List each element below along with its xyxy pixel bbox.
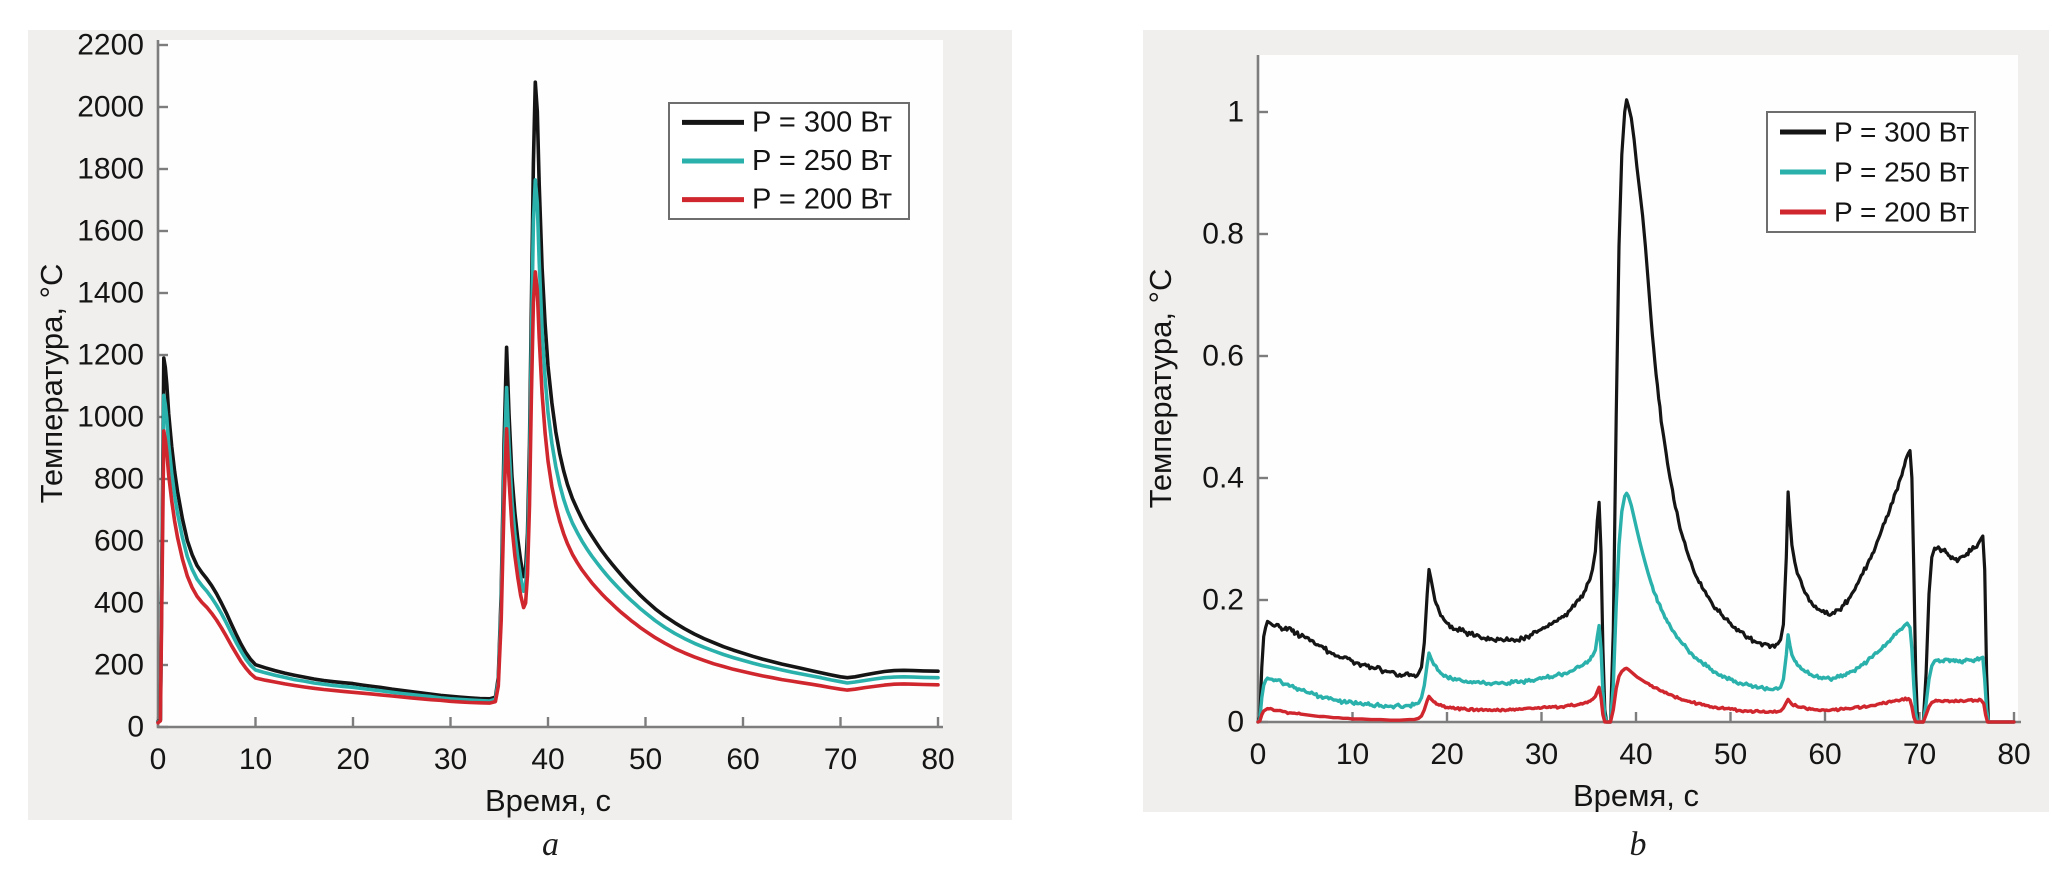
y-tick-label: 1600 — [77, 215, 144, 248]
series-line-250w — [1256, 491, 2016, 724]
y-tick-label: 400 — [94, 587, 144, 620]
y-tick-label: 800 — [94, 463, 144, 496]
legend-entry-label: P = 200 Вт — [752, 184, 892, 216]
legend-entry-label: P = 300 Вт — [1834, 117, 1969, 148]
x-tick-label: 40 — [1619, 738, 1652, 771]
legend-entry-label: P = 300 Вт — [752, 106, 892, 138]
y-axis-label: Температура, °C — [34, 264, 69, 504]
y-tick-label: 1800 — [77, 153, 144, 186]
y-tick-label: 0 — [127, 711, 144, 744]
x-tick-label: 70 — [824, 743, 857, 776]
legend-entry-label: P = 250 Вт — [1834, 157, 1969, 188]
chart-panel-b: 0 10 20 30 40 50 60 70 80 0 0.2 0.4 0.6 0.8 1 Время, с Т… — [1143, 30, 2049, 812]
series-line-200w — [156, 270, 940, 725]
y-tick-label: 0.2 — [1202, 584, 1244, 617]
y-tick-label: 0.6 — [1202, 340, 1244, 373]
x-tick-label: 50 — [1714, 738, 1747, 771]
y-tick-label: 0.8 — [1202, 218, 1244, 251]
x-axis-label: Время, с — [485, 783, 611, 818]
y-tick-label: 1200 — [77, 339, 144, 372]
chart-a-svg: 0 10 20 30 40 50 60 70 8002004006008001000120014… — [34, 30, 955, 818]
x-tick-label: 20 — [336, 743, 369, 776]
y-tick-label: 1000 — [77, 401, 144, 434]
x-tick-label: 60 — [726, 743, 759, 776]
y-axis-label: Температура, °C — [1143, 269, 1178, 509]
y-tick-label: 2000 — [77, 91, 144, 124]
x-tick-label: 50 — [629, 743, 662, 776]
x-tick-label: 70 — [1903, 738, 1936, 771]
x-tick-label: 30 — [434, 743, 467, 776]
y-tick-label: 0.4 — [1202, 462, 1244, 495]
y-tick-label: 200 — [94, 649, 144, 682]
chart-b-svg: 0 10 20 30 40 50 60 70 80 0 0.2 0.4 0.6 0.8 1 Время, с Т… — [1143, 55, 2031, 812]
series-line-200w — [1256, 666, 2016, 724]
y-tick-label: 1 — [1227, 96, 1244, 129]
legend: P = 300 Вт P = 250 Вт P = 200 Вт — [668, 102, 910, 220]
x-tick-label: 0 — [150, 743, 167, 776]
subfigure-caption-b: b — [1629, 826, 1647, 863]
x-tick-label: 40 — [531, 743, 564, 776]
y-tick-label: 600 — [94, 525, 144, 558]
y-tick-label: 2200 — [77, 30, 144, 62]
x-tick-label: 20 — [1430, 738, 1463, 771]
x-tick-label: 10 — [239, 743, 272, 776]
legend: P = 300 Вт P = 250 Вт P = 200 Вт — [1766, 111, 1976, 233]
y-tick-label: 0 — [1227, 706, 1244, 739]
x-tick-label: 80 — [921, 743, 954, 776]
series-line-300w — [1256, 98, 2016, 724]
legend-entry-label: P = 250 Вт — [752, 145, 892, 177]
chart-panel-a: 0 10 20 30 40 50 60 70 80 0 200 400 600 800 1000 1200 14… — [28, 30, 1012, 820]
y-tick-label: 1400 — [77, 277, 144, 310]
x-tick-label: 80 — [1997, 738, 2030, 771]
x-tick-label: 60 — [1808, 738, 1841, 771]
x-axis-label: Время, с — [1573, 778, 1699, 812]
x-tick-label: 0 — [1250, 738, 1267, 771]
legend-entry-label: P = 200 Вт — [1834, 197, 1969, 228]
x-tick-label: 10 — [1336, 738, 1369, 771]
x-tick-label: 30 — [1525, 738, 1558, 771]
subfigure-caption-a: a — [542, 826, 559, 863]
